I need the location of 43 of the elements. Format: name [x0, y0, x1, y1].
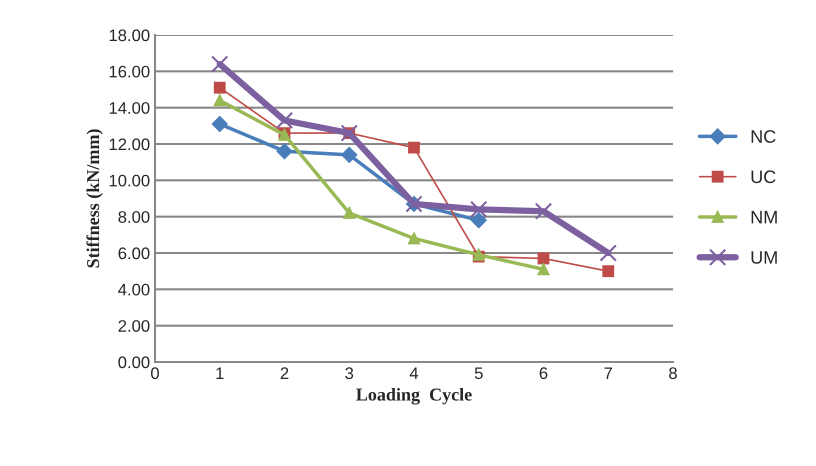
x-tick-label: 7 — [604, 367, 612, 379]
y-axis-title: Stiffness (kN/mm) — [86, 129, 103, 268]
y-tick-label: 10.00 — [110, 174, 150, 187]
y-tick-label: 4.00 — [118, 284, 150, 296]
y-tick-label: 6.00 — [118, 247, 150, 260]
point — [470, 200, 488, 218]
y-tick-label: 18.00 — [110, 29, 150, 42]
x-tick-label: 3 — [345, 367, 354, 380]
legend-label: UC — [752, 170, 776, 184]
legend-label: NM — [752, 210, 777, 224]
y-tick-label: 12.00 — [110, 138, 150, 150]
x-tick-label: 1 — [216, 367, 224, 379]
point — [276, 112, 294, 130]
x-tick-label: 2 — [280, 367, 288, 379]
x-axis-title: Loading Cycle — [356, 388, 472, 404]
y-tick-label: 14.00 — [110, 102, 150, 114]
point — [538, 263, 550, 276]
x-tick-label: 5 — [474, 367, 483, 380]
x-tick-label: 8 — [669, 367, 677, 380]
point — [600, 244, 617, 262]
y-tick-label: 16.00 — [110, 66, 150, 78]
point — [343, 207, 356, 219]
legend-label: UM — [752, 251, 777, 264]
x-tick-label: 4 — [410, 367, 418, 379]
legend-label: NC — [752, 130, 776, 143]
point — [211, 55, 228, 73]
point — [408, 142, 420, 154]
point — [470, 212, 487, 228]
point — [602, 265, 614, 278]
point — [341, 146, 358, 163]
y-tick-label: 8.00 — [118, 211, 150, 223]
x-tick-label: 6 — [540, 367, 548, 380]
y-tick-label: 0.00 — [118, 356, 150, 368]
point — [340, 124, 358, 142]
point — [538, 252, 550, 264]
point — [212, 116, 228, 132]
point — [408, 232, 420, 244]
point — [214, 94, 226, 106]
x-tick-label: 0 — [151, 367, 159, 380]
point — [214, 82, 226, 94]
y-tick-label: 2.00 — [118, 320, 150, 332]
point — [276, 143, 292, 160]
point — [534, 202, 552, 220]
